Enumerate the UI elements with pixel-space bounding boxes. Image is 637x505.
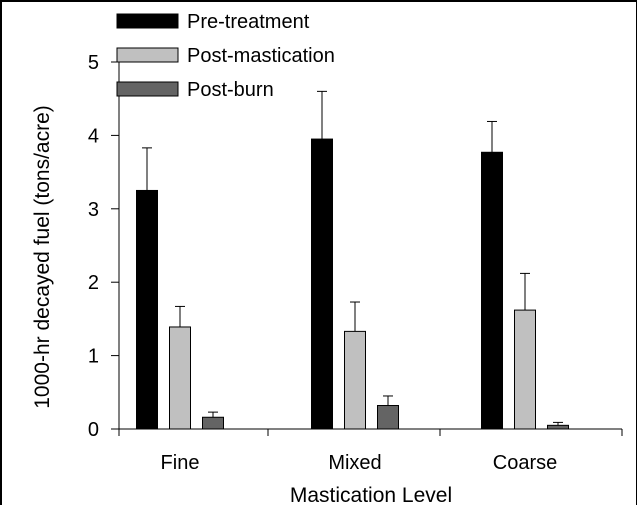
x-tick-label: Mixed xyxy=(328,452,381,474)
y-tick-label: 1 xyxy=(88,346,99,368)
bar xyxy=(547,424,569,430)
bar xyxy=(344,330,366,430)
x-tick-label: Coarse xyxy=(493,452,557,474)
legend-swatch xyxy=(116,13,179,29)
legend-swatch xyxy=(116,81,179,97)
bars xyxy=(136,90,569,430)
legend-label: Pre-treatment xyxy=(187,11,310,33)
x-axis-label: Mastication Level xyxy=(290,484,452,505)
y-tick-label: 2 xyxy=(88,272,99,294)
bar xyxy=(481,151,503,430)
legend-label: Post-burn xyxy=(187,79,274,101)
y-tick-label: 3 xyxy=(88,199,99,221)
legend: Pre-treatment Post-mastication Post-burn xyxy=(116,11,335,101)
legend-label: Post-mastication xyxy=(187,45,335,67)
x-tick-label: Fine xyxy=(161,452,200,474)
bar xyxy=(202,416,224,430)
y-axis-label: 1000-hr decayed fuel (tons/acre) xyxy=(31,105,54,409)
bar xyxy=(311,138,333,430)
y-tick-label: 5 xyxy=(88,52,99,74)
legend-swatch xyxy=(116,47,179,63)
bar xyxy=(377,405,399,430)
bar xyxy=(514,309,536,430)
bar xyxy=(169,326,191,430)
y-tick-label: 4 xyxy=(88,125,99,147)
bar xyxy=(136,189,158,430)
y-tick-label: 0 xyxy=(88,419,99,441)
